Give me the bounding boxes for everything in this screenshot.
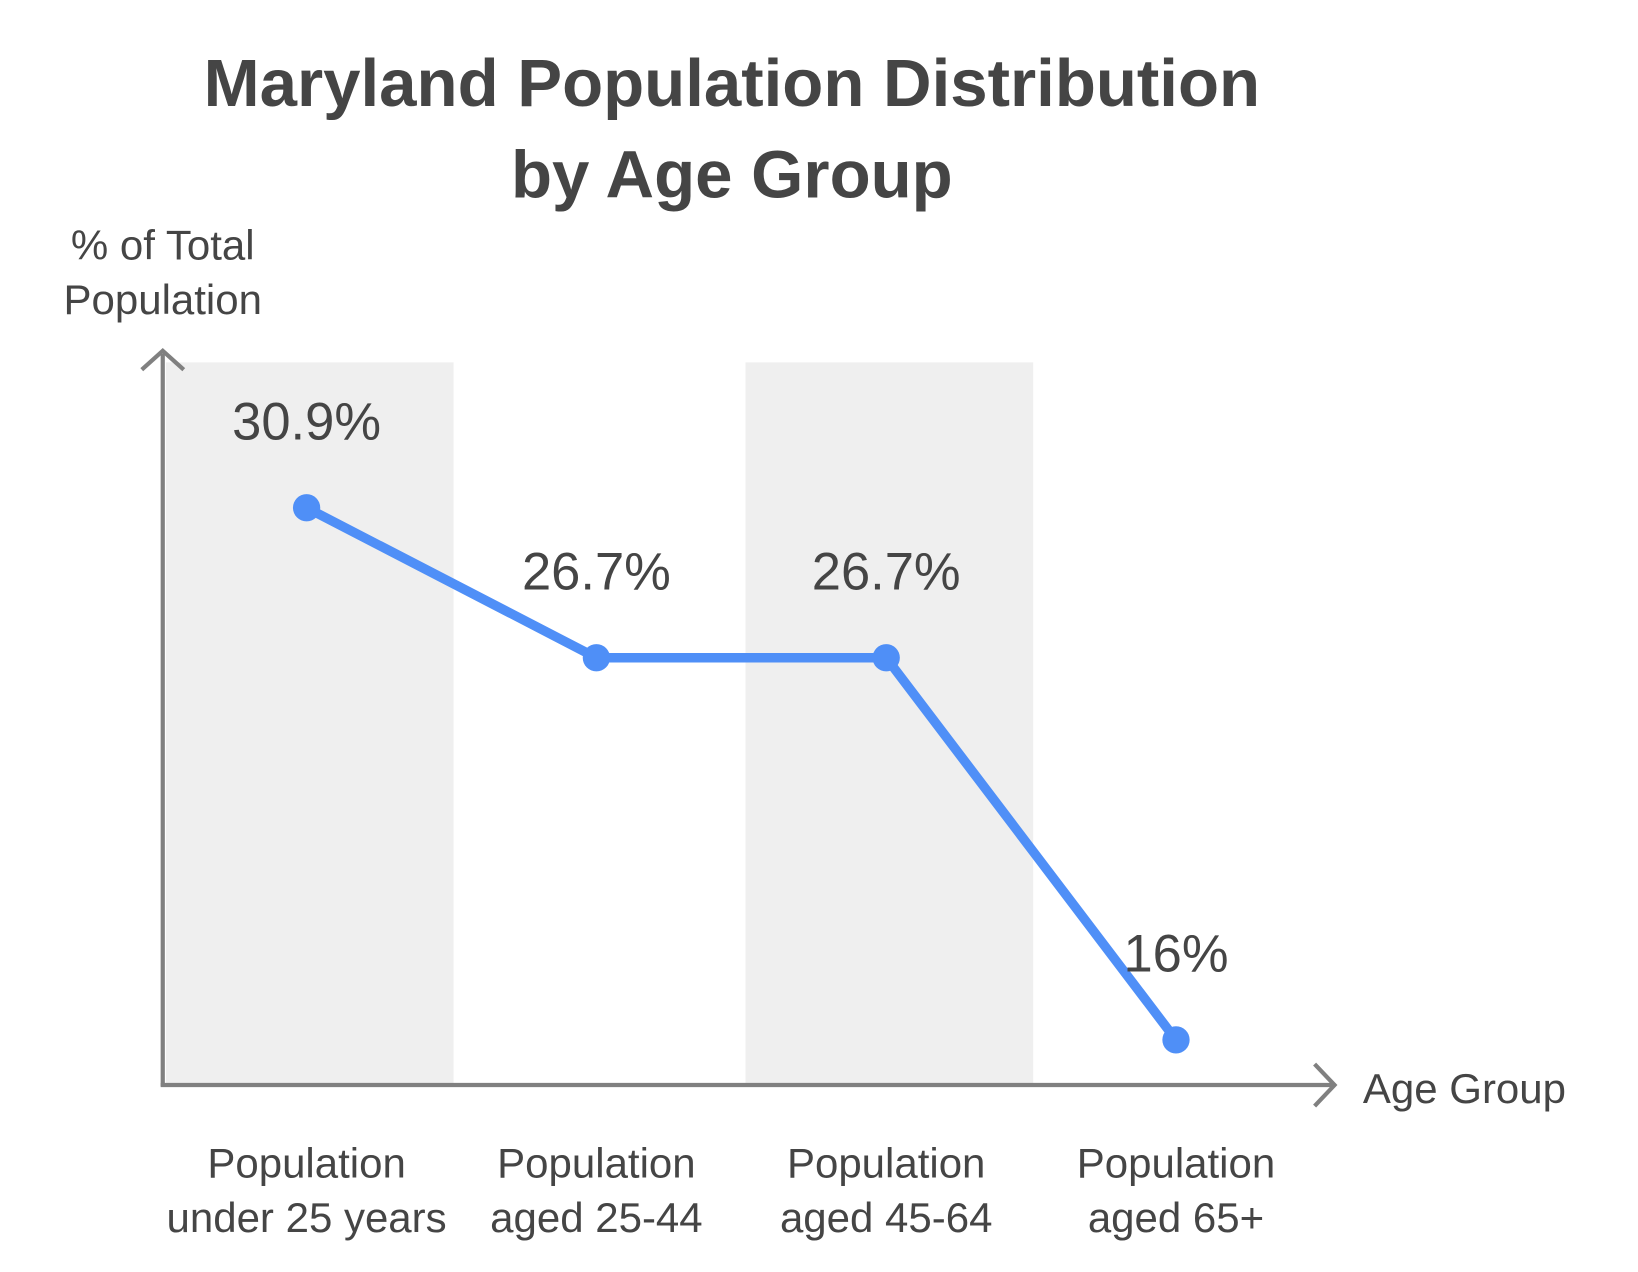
data-label: 16% bbox=[1123, 925, 1228, 984]
y-axis bbox=[140, 347, 186, 1087]
category-label: Population bbox=[497, 1139, 695, 1186]
category-label: Population bbox=[1077, 1139, 1275, 1186]
x-axis-label: Age Group bbox=[1363, 1065, 1566, 1112]
chart-title-line-2: by Age Group bbox=[511, 137, 953, 212]
data-point bbox=[1162, 1026, 1190, 1054]
data-label: 30.9% bbox=[232, 392, 381, 451]
category-label: under 25 years bbox=[167, 1194, 447, 1241]
y-axis-label-line-2: Population bbox=[64, 276, 262, 323]
y-axis-label-line-1: % of Total bbox=[71, 221, 255, 268]
category-label: aged 65+ bbox=[1088, 1194, 1264, 1241]
category-label: Population bbox=[207, 1139, 405, 1186]
data-point bbox=[582, 644, 611, 672]
series-line bbox=[304, 503, 1180, 1043]
x-axis bbox=[160, 1062, 1338, 1108]
chart-title-line-1: Maryland Population Distribution bbox=[204, 46, 1260, 121]
data-label: 26.7% bbox=[812, 542, 961, 601]
category-band bbox=[745, 362, 1034, 1086]
data-label: 26.7% bbox=[522, 542, 671, 601]
category-band bbox=[165, 362, 454, 1086]
category-label: aged 25-44 bbox=[490, 1194, 702, 1241]
category-label: aged 45-64 bbox=[780, 1194, 992, 1241]
data-point bbox=[292, 494, 321, 522]
data-point bbox=[872, 644, 900, 672]
category-label: Population bbox=[787, 1139, 985, 1186]
